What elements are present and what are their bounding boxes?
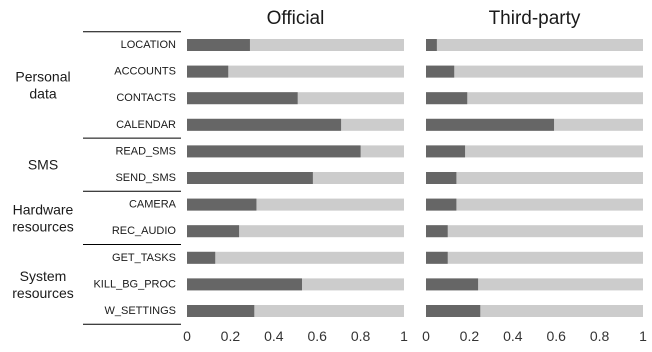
x-tick-label: 0.6 <box>546 328 566 344</box>
group-label: resources <box>12 285 73 301</box>
permission-label: CAMERA <box>129 199 177 211</box>
bar-value <box>426 305 481 317</box>
group-label: data <box>29 85 56 101</box>
bar-remainder <box>426 145 643 158</box>
group-label: System <box>20 268 67 284</box>
permission-label: REC_AUDIO <box>112 225 177 237</box>
permission-label: KILL_BG_PROC <box>93 278 176 290</box>
permission-label: GET_TASKS <box>112 252 176 264</box>
group-labels: PersonaldataSMSHardwareresourcesSystemre… <box>12 68 74 301</box>
group-label: SMS <box>28 157 58 173</box>
group-label: Hardware <box>13 201 74 217</box>
bar-value <box>187 198 257 211</box>
group-label: resources <box>12 218 73 234</box>
bars <box>187 39 643 317</box>
bar-remainder <box>426 39 643 51</box>
bar-remainder <box>426 92 643 105</box>
permission-label: W_SETTINGS <box>104 305 176 317</box>
bar-value <box>426 225 448 238</box>
bar-remainder <box>426 278 643 291</box>
bar-remainder <box>187 65 404 78</box>
bar-value <box>187 172 313 184</box>
bar-value <box>426 145 466 158</box>
bar-value <box>426 118 555 131</box>
bar-value <box>187 278 303 291</box>
group-label: Personal <box>15 68 70 84</box>
bar-value <box>426 65 455 78</box>
permission-label: CALENDAR <box>116 119 176 131</box>
x-tick-label: 0.8 <box>351 328 371 344</box>
x-tick-label: 0.2 <box>460 328 480 344</box>
bar-remainder <box>426 225 643 238</box>
permission-labels: LOCATION ACCOUNTS CONTACTS CALENDAR READ_SMS… <box>93 39 176 317</box>
x-tick-label: 0.4 <box>503 328 523 344</box>
bar-value <box>426 39 437 51</box>
permission-label: ACCOUNTS <box>114 66 176 78</box>
permission-label: LOCATION <box>121 39 176 51</box>
bar-value <box>426 278 479 291</box>
x-tick-label: 0.6 <box>307 328 327 344</box>
x-axis-ticks: 0 0.2 0.4 0.6 0.8 1 0 0.2 0.4 0.6 0.8 1 <box>183 328 647 344</box>
bar-value <box>426 251 448 264</box>
x-tick-label: 0.8 <box>590 328 610 344</box>
panel-title-0: Official <box>267 8 325 29</box>
bar-value <box>187 225 240 238</box>
permission-label: SEND_SMS <box>115 172 176 184</box>
bar-value <box>187 251 216 264</box>
bar-value <box>187 92 298 105</box>
bar-remainder <box>426 198 643 211</box>
bar-value <box>187 39 250 51</box>
panel-title-1: Third-party <box>489 8 581 29</box>
bar-value <box>426 198 457 211</box>
bar-value <box>426 92 468 105</box>
bar-value <box>187 118 342 131</box>
permission-label: CONTACTS <box>116 92 176 104</box>
bar-value <box>187 145 361 158</box>
group-dividers <box>83 31 181 325</box>
x-tick-label: 0.2 <box>221 328 241 344</box>
bar-remainder <box>426 172 643 184</box>
bar-remainder <box>426 65 643 78</box>
bar-remainder <box>187 251 404 264</box>
panel-titles: Official Third-party <box>267 8 581 29</box>
bar-value <box>187 65 229 78</box>
bar-remainder <box>426 251 643 264</box>
x-tick-label: 1 <box>639 328 647 344</box>
x-tick-label: 0 <box>422 328 430 344</box>
bar-remainder <box>187 225 404 238</box>
bar-value <box>426 172 457 184</box>
x-tick-label: 1 <box>400 328 408 344</box>
x-tick-label: 0.4 <box>264 328 284 344</box>
permission-label: READ_SMS <box>115 145 176 157</box>
bar-value <box>187 305 255 317</box>
x-tick-label: 0 <box>183 328 191 344</box>
